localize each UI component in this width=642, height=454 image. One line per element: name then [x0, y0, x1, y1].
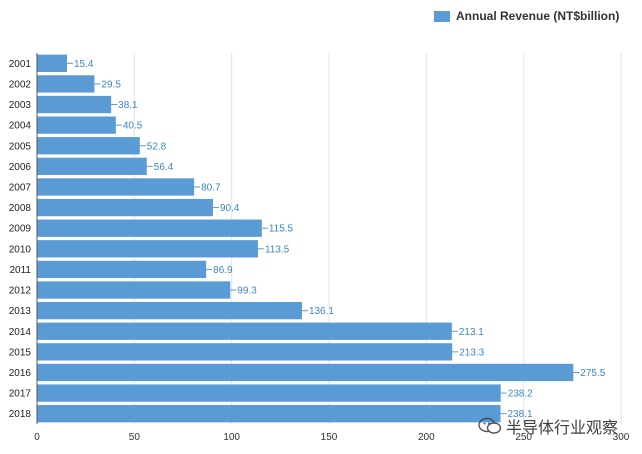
y-tick-label: 2006: [9, 162, 32, 173]
y-tick-label: 2017: [9, 389, 32, 400]
y-tick-label: 2013: [9, 306, 32, 317]
data-label: 29.5: [101, 79, 121, 90]
bar: [37, 54, 67, 72]
data-label: 99.3: [237, 286, 257, 297]
x-tick-label: 0: [34, 432, 40, 443]
grid-lines: [133, 53, 622, 424]
data-label: 52.8: [147, 141, 167, 152]
data-label: 56.4: [154, 162, 174, 173]
bar: [37, 157, 147, 176]
y-tick-label: 2009: [9, 224, 32, 235]
data-label: 86.9: [213, 265, 233, 276]
bar: [37, 219, 262, 237]
data-label: 238.2: [508, 389, 533, 400]
wechat-icon: [478, 417, 502, 434]
bar: [37, 198, 213, 217]
x-tick-label: 300: [613, 432, 630, 443]
data-label: 213.3: [459, 347, 484, 358]
data-label: 90.4: [220, 203, 240, 214]
bar: [37, 137, 140, 155]
y-tick-label: 2008: [9, 203, 32, 214]
data-label: 275.5: [580, 368, 605, 379]
data-label: 213.1: [459, 327, 484, 338]
y-tick-label: 2015: [9, 347, 32, 358]
y-tick-label: 2001: [9, 59, 32, 70]
bar: [37, 281, 231, 299]
bar: [37, 260, 207, 279]
y-tick-label: 2012: [9, 286, 32, 297]
x-tick-label: 100: [223, 432, 240, 443]
y-tick-label: 2011: [9, 265, 31, 276]
bar: [37, 116, 116, 134]
bar: [37, 322, 452, 340]
y-tick-label: 2004: [9, 121, 32, 132]
y-tick-label: 2007: [9, 182, 32, 193]
data-label: 38.1: [118, 100, 138, 111]
data-label: 113.5: [265, 244, 290, 255]
bar: [37, 405, 501, 423]
bar: [37, 343, 453, 361]
y-tick-label: 2014: [9, 327, 32, 338]
x-tick-label: 200: [418, 432, 435, 443]
y-tick-label: 2010: [9, 244, 32, 255]
bar: [37, 301, 302, 320]
bar: [37, 95, 112, 114]
data-label: 40.5: [123, 121, 143, 132]
y-tick-label: 2016: [9, 368, 32, 379]
y-tick-label: 2002: [9, 79, 32, 90]
legend: Annual Revenue (NT$billion): [434, 8, 619, 24]
bar: [37, 178, 195, 196]
x-axis-ticks: 0 50 100 150 200 250 300: [34, 432, 630, 443]
watermark-text: 半导体行业观察: [506, 418, 619, 437]
data-labels: 15.4 29.5 38.1 40.5 52.8 56.4 80.7 90.4 115.5 113…: [66, 59, 606, 420]
bar: [37, 363, 574, 382]
bar: [37, 384, 501, 402]
legend-swatch: [434, 10, 450, 22]
legend-label: Annual Revenue (NT$billion): [456, 9, 620, 23]
y-tick-label: 2018: [9, 409, 32, 420]
data-label: 115.5: [269, 224, 294, 235]
x-tick-label: 250: [515, 432, 532, 443]
bar: [37, 75, 95, 93]
y-tick-label: 2005: [9, 141, 32, 152]
data-label: 238.1: [508, 409, 533, 420]
bars: [37, 54, 574, 423]
y-axis-ticks: 2001 2002 2003 2004 2005 2006 2007 2008 2009 2010…: [9, 59, 32, 420]
data-label: 136.1: [309, 306, 334, 317]
data-label: 80.7: [201, 182, 221, 193]
data-label: 15.4: [74, 59, 94, 70]
x-tick-label: 150: [321, 432, 338, 443]
x-tick-label: 50: [129, 432, 141, 443]
watermark: 半导体行业观察: [478, 414, 618, 438]
y-tick-label: 2003: [9, 100, 32, 111]
bar: [37, 240, 258, 258]
